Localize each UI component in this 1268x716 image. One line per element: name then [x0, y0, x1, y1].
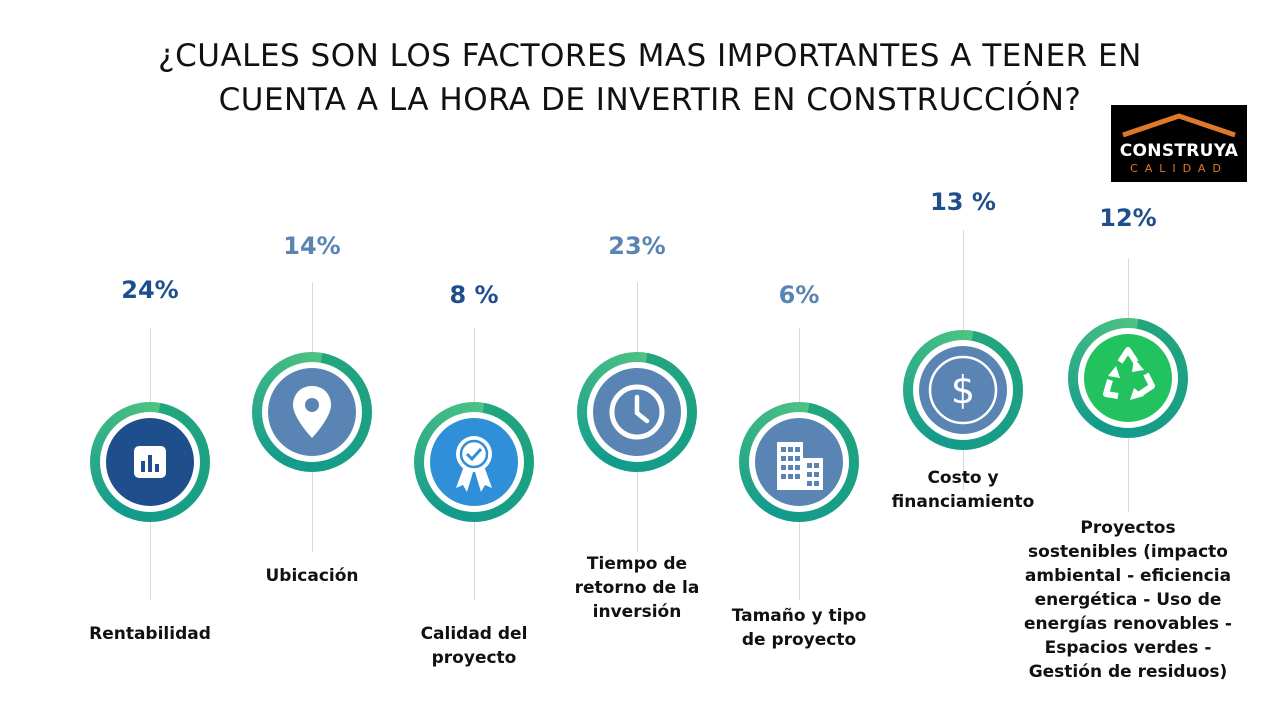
icon-ring: [252, 352, 372, 472]
label-line: proyecto: [431, 648, 517, 668]
percentage-value: 13 %: [930, 188, 996, 216]
label-line: Espacios verdes -: [1044, 638, 1212, 658]
percentage-value: 23%: [608, 232, 666, 260]
label-line: Calidad del: [420, 624, 528, 644]
label-line: energías renovables -: [1024, 614, 1232, 634]
recycle-icon: [1103, 347, 1155, 400]
icon-ring: [414, 402, 534, 522]
bar-chart-icon: [134, 446, 166, 478]
construya-logo: CONSTRUYA CALIDAD: [1111, 105, 1247, 182]
percentage-value: 6%: [778, 281, 820, 309]
factor-label: Tiempo de retorno de la inversión: [517, 552, 757, 624]
icon-ring: $: [903, 330, 1023, 450]
factor-label: Rentabilidad: [30, 622, 270, 646]
factor-label: Ubicación: [192, 564, 432, 588]
factor-label: Proyectos sostenibles (impacto ambiental…: [1008, 516, 1248, 684]
label-line: sostenibles (impacto: [1028, 542, 1228, 562]
title-line-2: CUENTA A LA HORA DE INVERTIR EN CONSTRUC…: [218, 82, 1082, 118]
logo-name: CONSTRUYA: [1119, 141, 1239, 161]
icon-ring: [1068, 318, 1188, 438]
dollar-coin-icon: $: [928, 355, 998, 425]
percentage-value: 8 %: [449, 281, 499, 309]
logo-tagline: CALIDAD: [1130, 162, 1228, 175]
label-line: ambiental - eficiencia: [1024, 566, 1232, 586]
label-line: retorno de la: [574, 578, 700, 598]
label-line: Tamaño y tipo: [731, 606, 867, 626]
percentage-value: 12%: [1099, 204, 1157, 232]
label-line: Tiempo de: [586, 554, 688, 574]
label-line: inversión: [592, 602, 682, 622]
icon-ring: [90, 402, 210, 522]
factor-label: Calidad del proyecto: [354, 622, 594, 670]
clock-icon: [609, 384, 665, 440]
icon-ring: [739, 402, 859, 522]
label-line: energética - Uso de: [1034, 590, 1222, 610]
title-line-1: ¿CUALES SON LOS FACTORES MAS IMPORTANTES…: [158, 38, 1142, 74]
label-line: Ubicación: [265, 566, 359, 586]
svg-text:$: $: [951, 368, 975, 412]
roof-icon: [1122, 113, 1236, 138]
label-line: Gestión de residuos): [1028, 662, 1228, 682]
percentage-value: 24%: [121, 276, 179, 304]
label-line: Rentabilidad: [89, 624, 211, 644]
page-title: ¿CUALES SON LOS FACTORES MAS IMPORTANTES…: [60, 34, 1240, 122]
quality-ribbon-icon: [456, 436, 492, 492]
factor-label: Costo y financiamiento: [843, 466, 1083, 514]
label-line: financiamiento: [891, 492, 1035, 512]
label-line: Costo y: [927, 468, 999, 488]
icon-ring: [577, 352, 697, 472]
factor-label: Tamaño y tipo de proyecto: [679, 604, 919, 652]
location-pin-icon: [293, 386, 331, 438]
percentage-value: 14%: [283, 232, 341, 260]
label-line: Proyectos: [1080, 518, 1176, 538]
label-line: de proyecto: [741, 630, 857, 650]
buildings-icon: [777, 442, 823, 490]
